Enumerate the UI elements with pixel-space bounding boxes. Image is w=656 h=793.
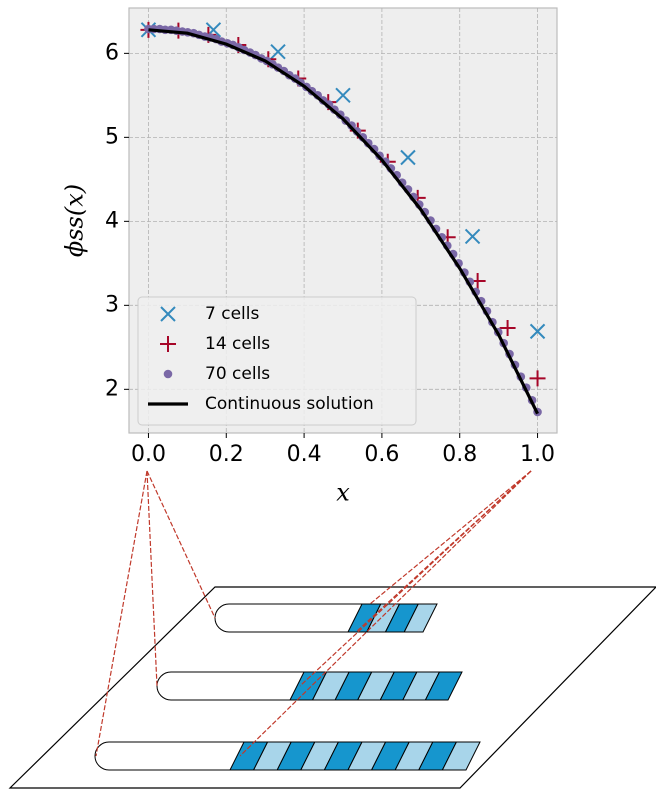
zoom-line xyxy=(369,470,532,605)
cell xyxy=(424,671,463,701)
legend-swatch xyxy=(160,336,176,352)
x-tick-label: 0.8 xyxy=(442,442,477,467)
legend-box xyxy=(137,296,417,426)
x-tick-label: 0.0 xyxy=(131,442,166,467)
legend-label: Continuous solution xyxy=(205,394,374,414)
chart: 0.0 0.2 0.4 0.6 0.8 1.0 2 3 4 5 6 x ϕss(x) 7 cells 14 … xyxy=(61,7,558,507)
x-tick-label: 0.4 xyxy=(287,442,322,467)
cell xyxy=(441,741,481,771)
y-tick-label: 4 xyxy=(105,208,119,233)
marker xyxy=(335,87,351,104)
legend-swatch xyxy=(163,369,173,379)
y-tick-label: 5 xyxy=(105,124,119,149)
cell xyxy=(403,603,438,633)
zoom-line xyxy=(146,470,216,619)
zoom-line xyxy=(299,470,532,687)
zoom-line xyxy=(95,470,148,757)
y-tick-label: 2 xyxy=(105,376,119,401)
legend: 7 cells 14 cells 70 cells Continuous soluti… xyxy=(137,296,417,426)
legend-marker xyxy=(163,369,173,379)
x-tick-label: 1.0 xyxy=(520,442,555,467)
zoom-line xyxy=(239,470,532,757)
y-tick-label: 3 xyxy=(105,292,119,317)
x-tick-label: 0.6 xyxy=(364,442,399,467)
legend-label: 14 cells xyxy=(205,334,270,354)
plane xyxy=(8,586,656,789)
legend-marker xyxy=(160,336,176,352)
legend-marker xyxy=(160,306,176,322)
y-tick-label: 6 xyxy=(105,40,119,65)
zoom-line xyxy=(146,470,158,687)
marker xyxy=(464,228,481,245)
marker xyxy=(529,370,546,387)
legend-swatch xyxy=(160,306,176,322)
y-axis-label: ϕss(x) xyxy=(61,184,89,257)
bar-body xyxy=(94,741,244,771)
legend-label: 7 cells xyxy=(205,304,259,324)
marker xyxy=(529,323,546,340)
marker xyxy=(270,43,286,60)
legend-label: 70 cells xyxy=(205,364,270,384)
x-axis-label: x xyxy=(336,479,350,507)
marker xyxy=(400,149,416,166)
cell-bars xyxy=(94,603,481,771)
marker xyxy=(499,320,516,337)
line xyxy=(148,28,539,415)
bar-body xyxy=(214,603,362,633)
diagram xyxy=(8,470,656,789)
x-tick-label: 0.2 xyxy=(209,442,244,467)
bar-body xyxy=(156,671,304,701)
zoom-lines xyxy=(95,470,532,757)
